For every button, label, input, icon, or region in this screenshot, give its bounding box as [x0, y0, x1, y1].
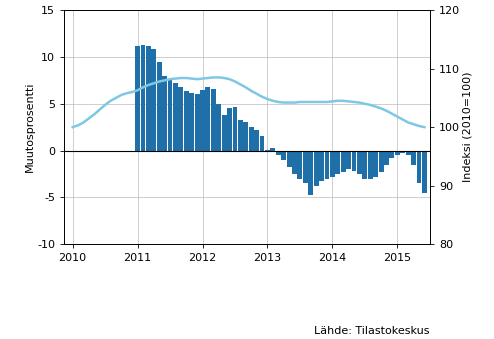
Bar — [389, 151, 394, 158]
Bar — [227, 108, 232, 151]
Bar — [308, 151, 313, 195]
Bar — [341, 151, 346, 172]
Bar — [411, 151, 416, 164]
Bar — [281, 151, 286, 160]
Bar — [276, 151, 281, 155]
Bar — [335, 151, 340, 174]
Bar — [167, 80, 172, 151]
Bar — [200, 90, 205, 151]
Bar — [319, 151, 324, 181]
Bar — [406, 151, 411, 155]
Bar — [162, 76, 167, 151]
Bar — [233, 107, 238, 151]
Bar — [357, 151, 362, 174]
Bar — [265, 149, 270, 151]
Bar — [211, 89, 216, 151]
Bar — [254, 130, 259, 151]
Bar — [400, 151, 405, 153]
Bar — [292, 151, 297, 174]
Bar — [173, 83, 178, 151]
Bar — [303, 151, 308, 183]
Bar — [151, 49, 156, 151]
Bar — [363, 151, 367, 179]
Bar — [270, 148, 275, 151]
Bar — [416, 151, 421, 183]
Bar — [378, 151, 383, 172]
Bar — [352, 151, 357, 171]
Bar — [314, 151, 319, 186]
Bar — [330, 151, 335, 177]
Bar — [249, 127, 253, 151]
Bar — [325, 151, 329, 179]
Bar — [146, 46, 151, 151]
Bar — [346, 151, 351, 169]
Bar — [184, 91, 189, 151]
Bar — [178, 87, 183, 151]
Bar — [157, 62, 162, 151]
Bar — [216, 104, 221, 151]
Bar — [222, 115, 227, 151]
Bar — [287, 151, 291, 167]
Bar — [141, 45, 145, 151]
Y-axis label: Indeksi (2010=100): Indeksi (2010=100) — [463, 72, 473, 182]
Bar — [373, 151, 378, 177]
Bar — [260, 137, 264, 151]
Bar — [368, 151, 372, 179]
Bar — [238, 120, 243, 151]
Bar — [422, 151, 427, 193]
Y-axis label: Muutosprosentti: Muutosprosentti — [24, 82, 35, 172]
Bar — [189, 93, 194, 151]
Bar — [244, 121, 248, 151]
Bar — [195, 94, 200, 151]
Bar — [384, 151, 389, 164]
Bar — [206, 87, 210, 151]
Text: Lähde: Tilastokeskus: Lähde: Tilastokeskus — [314, 326, 430, 336]
Bar — [297, 151, 302, 179]
Bar — [135, 46, 140, 151]
Bar — [395, 151, 400, 155]
